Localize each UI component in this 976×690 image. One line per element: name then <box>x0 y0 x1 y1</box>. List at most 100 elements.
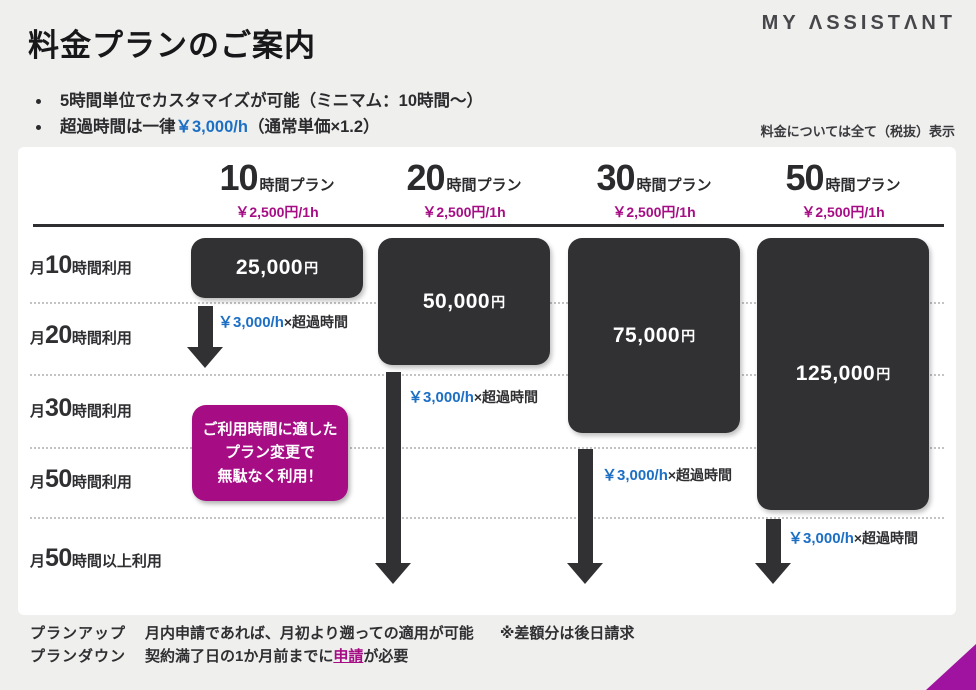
row-divider <box>30 374 944 376</box>
down-arrow-icon <box>375 563 411 584</box>
bullet-item: 超過時間は一律￥3,000/h（通常単価×1.2） <box>36 114 483 140</box>
price-amount: 75,000 <box>612 323 681 347</box>
usage-label-50h: 月 50 時間利用 <box>30 465 132 494</box>
price-amount: 50,000 <box>422 289 491 313</box>
usage-label-10h: 月 10 時間利用 <box>30 251 132 280</box>
callout-line: プラン変更で <box>224 444 315 462</box>
price-unit: 円 <box>491 293 506 310</box>
overage-label-50h: ￥3,000/h×超過時間 <box>788 527 918 548</box>
plan-down-text-post: が必要 <box>363 648 409 665</box>
plan-change-callout: ご利用時間に適した プラン変更で 無駄なく利用！ <box>192 405 348 501</box>
usage-prefix: 月 <box>30 260 46 277</box>
usage-hours: 50 <box>45 544 72 572</box>
price-box-30h: 75,000 円 <box>568 238 740 433</box>
price-box-50h: 125,000 円 <box>757 238 929 510</box>
page-title: 料金プランのご案内 <box>28 28 316 63</box>
application-link[interactable]: 申請 <box>333 648 364 665</box>
plan-down-text: 契約満了日の1か月前までに申請が必要 <box>145 648 408 665</box>
row-divider <box>30 447 944 449</box>
usage-hours: 30 <box>45 394 72 422</box>
usage-suffix: 時間以上利用 <box>71 553 162 570</box>
price-box-10h: 25,000 円 <box>191 238 363 298</box>
plan-header-10h: 10 時間プラン ￥2,500円/1h <box>191 157 363 222</box>
usage-suffix: 時間利用 <box>71 330 132 347</box>
bullet-dot-icon <box>36 98 41 104</box>
usage-label-20h: 月 20 時間利用 <box>30 321 132 350</box>
usage-suffix: 時間利用 <box>71 260 132 277</box>
price-box-20h: 50,000 円 <box>378 238 550 365</box>
plan-header-20h: 20 時間プラン ￥2,500円/1h <box>378 157 550 222</box>
plan-name-suffix: 時間プラン <box>259 177 335 194</box>
plan-up-text: 月内申請であれば、月初より遡っての適用が可能 <box>145 625 474 642</box>
plan-down-label: プランダウン <box>30 648 127 665</box>
usage-label-30h: 月 30 時間利用 <box>30 394 132 423</box>
price-amount: 25,000 <box>235 256 304 279</box>
plan-up-label: プランアップ <box>30 625 127 642</box>
plan-up-row: プランアップ 月内申請であれば、月初より遡っての適用が可能 ※差額分は後日請求 <box>30 622 634 645</box>
plan-rate: ￥2,500円/1h <box>422 204 506 220</box>
overage-rate: ￥3,000/h <box>788 530 854 547</box>
usage-hours: 50 <box>45 465 72 493</box>
feature-bullets: 5時間単位でカスタマイズが可能（ミニマム：10時間〜） 超過時間は一律￥3,00… <box>36 88 483 140</box>
plan-hours: 30 <box>596 157 635 198</box>
price-unit: 円 <box>876 366 891 382</box>
surcharge-note: ※差額分は後日請求 <box>499 625 635 642</box>
plan-down-row: プランダウン 契約満了日の1か月前までに申請が必要 <box>30 645 634 668</box>
pricing-table-panel: 10 時間プラン ￥2,500円/1h 20 時間プラン ￥2,500円/1h 30… <box>18 147 956 615</box>
overage-multiplier: ×超過時間 <box>283 314 349 330</box>
overage-rate: ￥3,000/h <box>602 467 668 484</box>
usage-hours: 10 <box>45 251 72 279</box>
usage-suffix: 時間利用 <box>71 403 132 420</box>
plan-rate: ￥2,500円/1h <box>235 204 319 220</box>
bullet-text: 超過時間は一律￥3,000/h（通常単価×1.2） <box>60 114 380 140</box>
down-arrow-icon <box>187 347 223 368</box>
usage-hours: 20 <box>45 321 72 349</box>
callout-line: 無駄なく利用！ <box>217 467 323 485</box>
plan-header-30h: 30 時間プラン ￥2,500円/1h <box>568 157 740 222</box>
plan-hours: 50 <box>785 157 824 198</box>
overage-policy-post: （通常単価×1.2） <box>247 118 380 136</box>
overage-label-10h: ￥3,000/h×超過時間 <box>218 311 348 332</box>
bullet-text: 5時間単位でカスタマイズが可能（ミニマム：10時間〜） <box>60 92 484 110</box>
price-unit: 円 <box>304 260 319 276</box>
plan-name-suffix: 時間プラン <box>446 177 522 194</box>
down-arrow-icon <box>567 563 603 584</box>
arrow-shaft <box>578 449 593 563</box>
plan-header-50h: 50 時間プラン ￥2,500円/1h <box>757 157 929 222</box>
plan-name-suffix: 時間プラン <box>825 177 901 194</box>
usage-prefix: 月 <box>30 474 46 491</box>
plan-hours: 20 <box>406 157 445 198</box>
brand-logo: MY ΛSSISTΛNT <box>761 12 956 34</box>
bullet-dot-icon <box>36 124 41 130</box>
price-amount: 125,000 <box>795 362 876 385</box>
overage-label-30h: ￥3,000/h×超過時間 <box>602 464 732 485</box>
usage-suffix: 時間利用 <box>71 474 132 491</box>
arrow-shaft <box>386 372 401 563</box>
overage-rate: ￥3,000/h <box>218 314 284 331</box>
row-divider <box>30 517 944 519</box>
overage-label-20h: ￥3,000/h×超過時間 <box>408 386 538 407</box>
bullet-item: 5時間単位でカスタマイズが可能（ミニマム：10時間〜） <box>36 88 483 114</box>
overage-multiplier: ×超過時間 <box>853 530 919 546</box>
overage-multiplier: ×超過時間 <box>473 389 539 405</box>
usage-prefix: 月 <box>30 403 46 420</box>
tax-note: 料金については全て（税抜）表示 <box>760 124 955 139</box>
usage-prefix: 月 <box>30 553 46 570</box>
callout-line: ご利用時間に適した <box>202 421 338 439</box>
header-divider <box>33 224 944 227</box>
plan-rate: ￥2,500円/1h <box>801 204 885 220</box>
down-arrow-icon <box>755 563 791 584</box>
price-unit: 円 <box>681 327 696 344</box>
overage-multiplier: ×超過時間 <box>667 467 733 483</box>
overage-policy-pre: 超過時間は一律 <box>60 118 176 136</box>
overage-rate: ￥3,000/h <box>408 389 474 406</box>
arrow-shaft <box>766 519 781 563</box>
plan-hours: 10 <box>219 157 258 198</box>
usage-label-over-50h: 月 50 時間以上利用 <box>30 544 162 573</box>
overage-rate-highlight: ￥3,000/h <box>175 118 248 136</box>
plan-name-suffix: 時間プラン <box>636 177 712 194</box>
corner-decoration <box>926 644 976 690</box>
footer-notes: プランアップ 月内申請であれば、月初より遡っての適用が可能 ※差額分は後日請求 プラ… <box>30 622 634 668</box>
plan-down-text-pre: 契約満了日の1か月前までに <box>145 648 334 665</box>
